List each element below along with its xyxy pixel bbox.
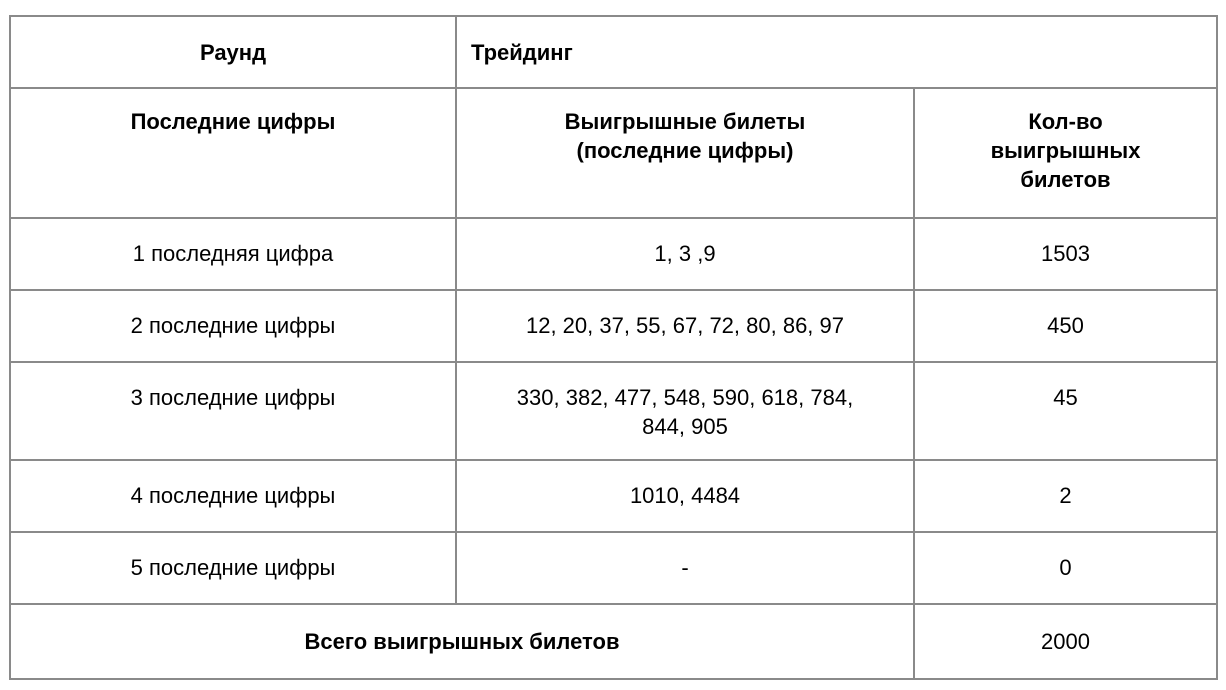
digits-cell: 2 последние цифры	[9, 289, 457, 363]
table-row: 5 последние цифры - 0	[9, 531, 1218, 605]
column-header-count: Кол-во выигрышных билетов	[913, 87, 1218, 219]
tickets-cell: 12, 20, 37, 55, 67, 72, 80, 86, 97	[455, 289, 915, 363]
round-label: Раунд	[9, 15, 457, 89]
digits-cell: 5 последние цифры	[9, 531, 457, 605]
table-row: 4 последние цифры 1010, 4484 2	[9, 459, 1218, 533]
table-row: 1 последняя цифра 1, 3 ,9 1503	[9, 217, 1218, 291]
count-cell: 0	[913, 531, 1218, 605]
tickets-cell: 1010, 4484	[455, 459, 915, 533]
count-cell: 1503	[913, 217, 1218, 291]
round-row: Раунд Трейдинг	[9, 15, 1218, 89]
column-header-digits: Последние цифры	[9, 87, 457, 219]
total-row: Всего выигрышных билетов 2000	[9, 603, 1218, 680]
digits-cell: 4 последние цифры	[9, 459, 457, 533]
tickets-cell: 330, 382, 477, 548, 590, 618, 784, 844, …	[455, 361, 915, 461]
total-label: Всего выигрышных билетов	[9, 603, 915, 680]
column-header-tickets: Выигрышные билеты (последние цифры)	[455, 87, 915, 219]
total-value: 2000	[913, 603, 1218, 680]
digits-cell: 3 последние цифры	[9, 361, 457, 461]
winning-tickets-table: Раунд Трейдинг Последние цифры Выигрышны…	[9, 15, 1218, 680]
count-cell: 45	[913, 361, 1218, 461]
digits-cell: 1 последняя цифра	[9, 217, 457, 291]
tickets-cell: 1, 3 ,9	[455, 217, 915, 291]
count-cell: 2	[913, 459, 1218, 533]
column-header-row: Последние цифры Выигрышные билеты (после…	[9, 87, 1218, 219]
tickets-cell: -	[455, 531, 915, 605]
count-cell: 450	[913, 289, 1218, 363]
round-value: Трейдинг	[455, 15, 1218, 89]
table-row: 3 последние цифры 330, 382, 477, 548, 59…	[9, 361, 1218, 461]
table-row: 2 последние цифры 12, 20, 37, 55, 67, 72…	[9, 289, 1218, 363]
